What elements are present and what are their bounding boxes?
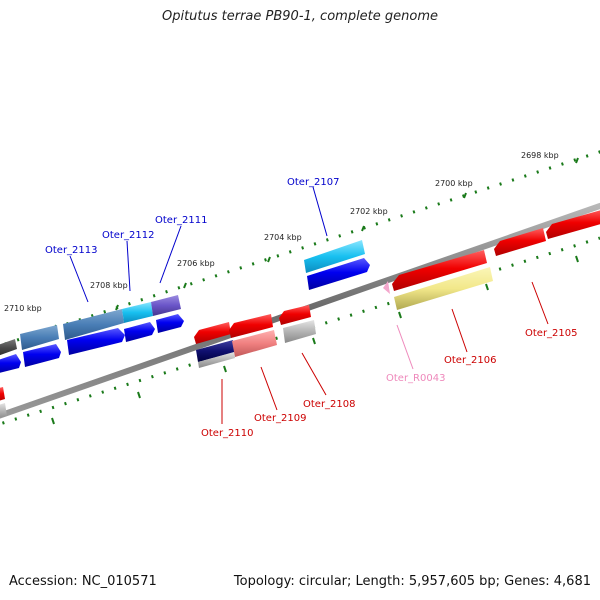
gene-arrow-steel-blue-1[interactable]	[20, 325, 59, 350]
gene-arrow-oter-2109[interactable]	[232, 330, 277, 357]
gene-arrow-blue-4[interactable]	[124, 322, 155, 342]
kbp-label-2702: 2702 kbp	[350, 207, 388, 216]
gene-arrow-oter-2110-gray[interactable]	[198, 352, 235, 368]
major-tick	[312, 337, 316, 345]
major-tick	[575, 255, 579, 263]
gene-arrow-oter-2110[interactable]	[194, 322, 231, 344]
gene-arrow-blue-1[interactable]	[0, 354, 21, 374]
forward-genes-outer	[0, 240, 365, 357]
gene-arrow-oter-2112[interactable]	[122, 302, 153, 323]
scale-labels: 2698 kbp 2700 kbp 2702 kbp 2704 kbp 2706…	[4, 151, 559, 313]
leader-oter-2109	[260, 366, 278, 411]
kbp-label-2710: 2710 kbp	[4, 304, 42, 313]
reverse-genes-inner	[0, 267, 493, 419]
major-tick	[575, 157, 579, 164]
kbp-label-2700: 2700 kbp	[435, 179, 473, 188]
major-tick	[463, 192, 467, 199]
leader-oter-2105	[531, 281, 549, 325]
gene-arrow-oter-2108[interactable]	[279, 305, 311, 325]
major-tick	[267, 256, 271, 263]
inner-major-ticks	[51, 255, 579, 425]
label-oter-2109[interactable]: Oter_2109	[254, 413, 307, 424]
label-oter-2112[interactable]: Oter_2112	[102, 230, 155, 241]
gene-arrow-oter-2106-yellow[interactable]	[394, 267, 493, 310]
gene-arrow-gray-2108[interactable]	[283, 320, 316, 343]
gene-labels: Oter_2113 Oter_2112 Oter_2111 Oter_2107 …	[45, 177, 578, 439]
major-tick	[51, 417, 55, 425]
label-oter-2110[interactable]: Oter_2110	[201, 428, 254, 439]
major-tick	[115, 304, 119, 311]
label-oter-r0043[interactable]: Oter_R0043	[386, 373, 445, 384]
label-oter-2107[interactable]: Oter_2107	[287, 177, 340, 188]
gene-arrow-oter-2110-navy[interactable]	[196, 340, 235, 362]
leader-oter-r0043	[396, 324, 414, 370]
forward-genes-inner	[0, 258, 370, 374]
gene-arrow-oter-2113[interactable]	[63, 309, 124, 340]
leader-oter-2111	[159, 225, 182, 284]
reverse-genes-outer	[0, 209, 600, 402]
gene-arrow-oter-2106[interactable]	[392, 250, 487, 291]
kbp-label-2706: 2706 kbp	[177, 259, 215, 268]
label-oter-2105[interactable]: Oter_2105	[525, 328, 578, 339]
leader-oter-2107	[312, 186, 328, 237]
leader-oter-2113	[69, 255, 89, 303]
gene-arrow-blue-3[interactable]	[67, 328, 125, 355]
leader-oter-2106	[451, 308, 468, 353]
major-tick	[361, 225, 365, 232]
gene-arrow-oter-2111[interactable]	[151, 295, 181, 316]
label-oter-2111[interactable]: Oter_2111	[155, 215, 208, 226]
inner-scale-track	[0, 236, 600, 426]
gene-arrow-oter-2105[interactable]	[546, 209, 600, 239]
gene-arrow-blue-2[interactable]	[23, 344, 61, 367]
gene-arrow-oter-r0043[interactable]	[383, 281, 390, 294]
label-oter-2106[interactable]: Oter_2106	[444, 355, 497, 366]
topology-text: Topology: circular; Length: 5,957,605 bp…	[233, 574, 591, 589]
major-tick	[485, 283, 489, 291]
gene-arrow-gray-edge[interactable]	[0, 403, 7, 419]
gene-leader-lines	[69, 186, 549, 424]
gene-arrow-red-edge[interactable]	[0, 387, 5, 402]
gene-arrow-blue-5[interactable]	[156, 314, 184, 333]
map-title: Opitutus terrae PB90-1, complete genome	[161, 9, 439, 24]
gene-arrow-dark-gray[interactable]	[0, 339, 17, 357]
gene-arrow-red-5[interactable]	[494, 228, 546, 256]
kbp-label-2708: 2708 kbp	[90, 281, 128, 290]
kbp-label-2698: 2698 kbp	[521, 151, 559, 160]
leader-oter-2112	[126, 240, 131, 292]
major-tick	[183, 282, 187, 289]
major-tick	[398, 311, 402, 319]
label-oter-2108[interactable]: Oter_2108	[303, 399, 356, 410]
gene-arrow-oter-2107[interactable]	[304, 240, 365, 273]
gene-arrow-red-2[interactable]	[229, 314, 273, 338]
gene-arrow-blue-6[interactable]	[307, 258, 370, 290]
major-tick	[137, 391, 141, 399]
label-oter-2113[interactable]: Oter_2113	[45, 245, 98, 256]
major-tick	[223, 365, 227, 373]
kbp-label-2704: 2704 kbp	[264, 233, 302, 242]
leader-oter-2108	[301, 352, 327, 396]
accession-text: Accession: NC_010571	[9, 574, 157, 589]
